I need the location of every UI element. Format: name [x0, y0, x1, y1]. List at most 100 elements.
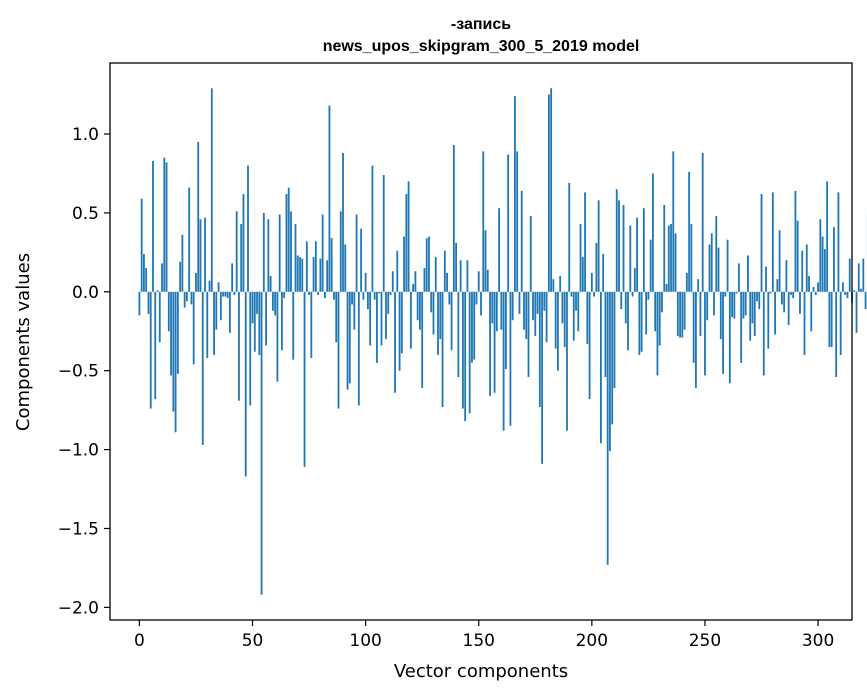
bar: [213, 291, 215, 355]
bar: [394, 291, 396, 393]
bar: [568, 182, 571, 292]
bar: [391, 271, 394, 292]
bar: [814, 291, 817, 295]
chart-title-line-2: news_upos_skipgram_300_5_2019 model: [323, 38, 640, 55]
bar: [260, 291, 263, 595]
bar: [457, 291, 460, 378]
bar: [538, 291, 541, 407]
bar: [244, 291, 247, 477]
bar: [369, 291, 372, 346]
bar: [753, 291, 756, 336]
bar: [299, 257, 301, 292]
y-tick-label: 1.0: [72, 125, 99, 145]
bar: [717, 247, 720, 292]
bar: [599, 291, 602, 444]
bar: [672, 151, 675, 292]
bar: [661, 291, 663, 313]
bar: [238, 291, 240, 401]
bar: [219, 291, 222, 321]
bar: [735, 291, 738, 294]
bar: [862, 258, 865, 292]
bar: [552, 279, 555, 292]
bar: [726, 239, 729, 292]
bar: [534, 291, 537, 336]
bar: [378, 291, 381, 294]
bar: [140, 198, 143, 292]
bar: [536, 291, 539, 314]
bar: [181, 234, 184, 292]
bar: [170, 291, 172, 376]
bar: [138, 291, 141, 316]
bar: [204, 217, 206, 292]
bar: [301, 258, 304, 292]
y-tick-label: −1.0: [58, 441, 99, 461]
bar: [154, 291, 157, 400]
bar: [765, 266, 767, 292]
bar: [348, 291, 351, 384]
bar: [362, 291, 365, 300]
bar: [500, 291, 503, 330]
bar: [559, 276, 562, 292]
bar: [676, 291, 679, 336]
bar: [554, 291, 557, 349]
bar: [615, 189, 618, 292]
bar: [396, 250, 399, 292]
bar: [855, 291, 858, 333]
bar: [658, 291, 661, 346]
bar: [152, 160, 154, 292]
bar: [679, 291, 681, 338]
bar: [692, 291, 695, 363]
bar: [317, 291, 320, 295]
bar: [328, 105, 331, 292]
bar: [541, 291, 543, 464]
bar: [407, 181, 410, 292]
bar: [688, 171, 691, 292]
bar: [430, 291, 433, 313]
bar: [690, 223, 693, 292]
bar: [812, 287, 815, 292]
bar: [353, 291, 356, 330]
x-tick-label: 50: [242, 631, 264, 651]
bar: [498, 208, 500, 292]
x-tick-label: 250: [689, 631, 721, 651]
bar: [333, 291, 335, 300]
bar: [351, 291, 353, 305]
bar: [321, 214, 324, 292]
bar: [342, 152, 344, 292]
bar: [466, 260, 469, 292]
bar: [199, 219, 202, 292]
bar: [787, 291, 790, 325]
bar: [240, 223, 243, 292]
bar: [346, 291, 349, 390]
bar: [640, 291, 643, 352]
bar: [683, 291, 686, 330]
bar: [489, 291, 491, 396]
bar: [176, 291, 179, 374]
bar: [547, 94, 550, 292]
bar: [441, 291, 444, 407]
bar: [713, 291, 715, 316]
bar: [744, 291, 747, 316]
bar: [708, 244, 711, 292]
bar: [525, 291, 528, 340]
bar: [201, 291, 204, 445]
bar: [801, 250, 804, 292]
plot-area-frame: [109, 62, 853, 621]
bar: [495, 291, 498, 332]
bar: [577, 291, 580, 332]
bar: [247, 165, 249, 292]
bar: [278, 214, 281, 292]
bar: [290, 211, 292, 292]
bar: [360, 228, 363, 292]
bar: [704, 291, 706, 376]
bar: [172, 291, 175, 412]
bar: [561, 291, 564, 324]
bar: [480, 291, 482, 316]
bar: [588, 291, 591, 400]
bar: [339, 211, 342, 292]
bar: [604, 291, 607, 378]
bar: [747, 255, 749, 292]
bar: [842, 282, 844, 292]
bar: [830, 291, 833, 348]
x-tick-label: 300: [802, 631, 834, 651]
